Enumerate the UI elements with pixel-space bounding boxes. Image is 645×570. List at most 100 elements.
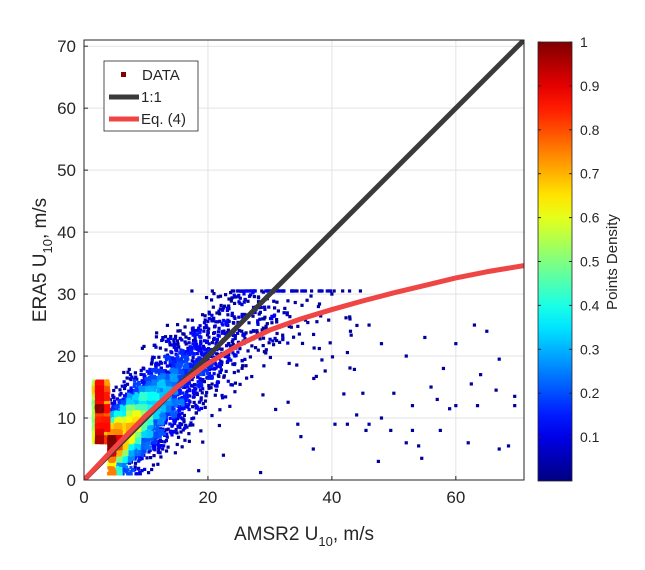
data-point: [151, 438, 154, 441]
data-point: [233, 371, 236, 374]
data-point: [250, 375, 253, 378]
data-point: [201, 387, 204, 390]
data-point: [181, 398, 184, 401]
data-point: [183, 439, 186, 442]
data-point: [138, 451, 141, 454]
data-point: [155, 362, 158, 365]
data-point: [139, 373, 142, 376]
data-point: [124, 384, 127, 387]
data-point: [165, 449, 168, 452]
data-point: [254, 346, 257, 349]
data-point: [166, 364, 169, 367]
data-point: [346, 351, 349, 354]
data-point: [166, 324, 169, 327]
data-point: [203, 326, 206, 329]
data-point: [145, 456, 148, 459]
data-point: [159, 347, 162, 350]
data-point: [139, 385, 142, 388]
data-point: [156, 416, 159, 419]
data-point: [263, 306, 266, 309]
data-point: [350, 334, 353, 337]
data-point: [173, 422, 176, 425]
data-point: [129, 400, 132, 403]
data-point: [411, 429, 414, 432]
data-point: [201, 440, 204, 443]
data-point: [241, 364, 244, 367]
data-point: [161, 433, 164, 436]
data-point: [151, 397, 154, 400]
data-point: [127, 425, 130, 428]
data-point: [192, 389, 195, 392]
data-point: [224, 321, 227, 324]
data-point: [313, 346, 316, 349]
data-point: [223, 374, 226, 377]
data-point: [166, 356, 169, 359]
data-point: [215, 311, 218, 314]
data-point: [157, 443, 160, 446]
data-point: [420, 457, 423, 460]
data-point: [270, 317, 273, 320]
data-point: [203, 348, 206, 351]
data-point: [342, 392, 345, 395]
data-point: [142, 428, 145, 431]
data-point: [216, 338, 219, 341]
data-point: [164, 361, 167, 364]
data-point: [121, 385, 124, 388]
data-point: [133, 379, 136, 382]
data-point: [454, 404, 457, 407]
data-point: [196, 352, 199, 355]
data-point: [111, 463, 114, 466]
data-point: [278, 341, 281, 344]
data-point: [228, 405, 231, 408]
data-point: [135, 451, 138, 454]
data-point: [192, 416, 195, 419]
data-point: [417, 444, 420, 447]
data-point: [159, 393, 162, 396]
data-point: [205, 391, 208, 394]
data-point: [184, 340, 187, 343]
data-point: [172, 430, 175, 433]
data-point: [125, 449, 128, 452]
data-point: [281, 338, 284, 341]
data-point: [359, 289, 362, 292]
data-point: [210, 314, 213, 317]
data-point: [255, 329, 258, 332]
data-point: [229, 359, 232, 362]
data-point: [242, 292, 245, 295]
data-point: [234, 382, 237, 385]
data-point: [193, 383, 196, 386]
data-point: [277, 309, 280, 312]
data-point: [167, 338, 170, 341]
data-point: [155, 335, 158, 338]
data-point: [330, 292, 333, 295]
data-point: [221, 323, 224, 326]
data-point: [133, 389, 136, 392]
data-point: [294, 301, 297, 304]
data-point: [178, 351, 181, 354]
data-point: [317, 305, 320, 308]
data-point: [181, 445, 184, 448]
data-point: [170, 377, 173, 380]
data-point: [218, 408, 221, 411]
data-point: [470, 382, 473, 385]
data-point: [195, 411, 198, 414]
data-point: [122, 400, 125, 403]
data-point: [181, 391, 184, 394]
data-point: [215, 385, 218, 388]
data-point: [211, 382, 214, 385]
data-point: [143, 432, 146, 435]
data-point: [232, 321, 235, 324]
data-point: [137, 467, 140, 470]
data-point: [150, 362, 153, 365]
data-point: [292, 336, 295, 339]
data-point: [348, 315, 351, 318]
data-point: [178, 401, 181, 404]
data-point: [233, 302, 236, 305]
data-point: [288, 362, 291, 365]
data-point: [207, 336, 210, 339]
data-point: [244, 364, 247, 367]
data-point: [218, 362, 221, 365]
data-point: [201, 391, 204, 394]
data-point: [214, 320, 217, 323]
data-point: [158, 369, 161, 372]
